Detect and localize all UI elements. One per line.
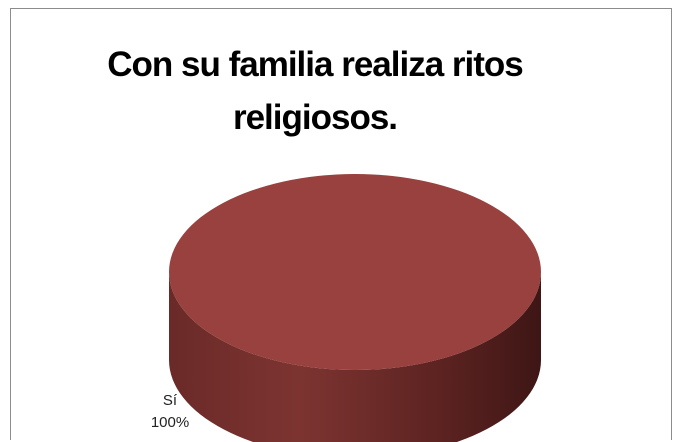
data-label-si: Sí 100% <box>140 390 200 434</box>
data-label-percent: 100% <box>150 414 190 431</box>
pie-slice-s- <box>169 174 541 370</box>
pie-slice-s--side <box>169 272 541 442</box>
chart-title: Con su familia realiza ritos religiosos. <box>107 45 523 137</box>
data-label-category: Sí <box>162 392 178 409</box>
